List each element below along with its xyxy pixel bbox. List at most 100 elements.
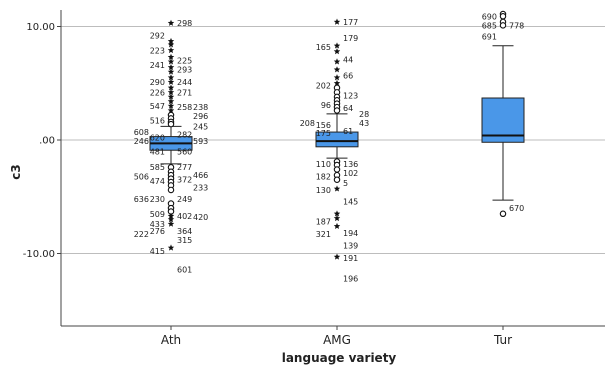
- outlier-label: 466: [193, 171, 208, 180]
- y-tick-label: 10.00: [26, 22, 55, 33]
- outlier-label: 593: [193, 137, 208, 146]
- outlier-label: 187: [316, 218, 331, 227]
- outlier-label: 298: [177, 19, 192, 28]
- outlier-label: 156: [316, 121, 331, 130]
- outlier-star-ath: [167, 244, 175, 251]
- outlier-label: 364: [177, 227, 192, 236]
- outlier-star-ath: [167, 98, 175, 105]
- outlier-star-ath: [167, 220, 175, 227]
- x-tick-label: AMG: [323, 333, 351, 347]
- outlier-label: 276: [150, 227, 165, 236]
- outlier-star-amg: [333, 222, 341, 230]
- outlier-label: 222: [134, 230, 149, 239]
- outlier-label: 547: [150, 102, 165, 111]
- x-tick-label: Ath: [161, 333, 181, 347]
- outlier-label: 691: [482, 33, 497, 42]
- outlier-circle-tur: [499, 13, 507, 20]
- outlier-label: 249: [177, 195, 192, 204]
- outlier-label: 5: [343, 179, 348, 188]
- outlier-circle-ath: [167, 186, 175, 194]
- outlier-star-ath: [167, 216, 175, 223]
- outlier-star-ath: [167, 88, 175, 96]
- outlier-label: 66: [343, 71, 353, 80]
- outlier-label: 509: [150, 210, 165, 219]
- outlier-star-ath: [167, 63, 175, 71]
- outlier-star-ath: [167, 46, 175, 54]
- outlier-star-amg: [333, 42, 341, 49]
- outlier-label: 585: [150, 163, 165, 172]
- outlier-label: 179: [343, 34, 358, 43]
- outlier-label: 516: [150, 117, 165, 126]
- outlier-star-amg: [333, 79, 341, 86]
- outlier-label: 233: [193, 184, 208, 193]
- outlier-label: 130: [316, 186, 331, 195]
- outlier-label: 28: [359, 110, 369, 119]
- outlier-label: 175: [316, 129, 331, 138]
- outlier-label: 191: [343, 254, 358, 263]
- outlier-star-amg: [333, 58, 341, 65]
- outlier-label: 139: [343, 242, 358, 251]
- outlier-label: 64: [343, 104, 353, 113]
- outlier-star-ath: [167, 102, 175, 109]
- outlier-label: 110: [316, 160, 331, 169]
- outlier-circle-amg: [333, 176, 341, 183]
- outlier-label: 136: [343, 160, 358, 169]
- axes: 10.00 .00 -10.00 Ath AMG Tur: [23, 10, 605, 347]
- outlier-label: 372: [177, 176, 192, 185]
- outlier-label: 282: [177, 130, 192, 139]
- outlier-star-ath: [167, 68, 175, 75]
- outlier-star-ath: [167, 41, 175, 48]
- outlier-markers: [167, 10, 507, 260]
- y-axis-title: c3: [9, 164, 23, 179]
- outlier-label: 433: [150, 220, 165, 229]
- outlier-label: 230: [150, 195, 165, 204]
- outlier-star-amg: [333, 253, 341, 260]
- outlier-label: 225: [177, 57, 192, 66]
- outlier-label: 420: [193, 213, 208, 222]
- outlier-label: 43: [359, 119, 369, 128]
- outlier-star-amg: [333, 214, 341, 222]
- outlier-label: 226: [150, 88, 165, 97]
- outlier-label: 560: [177, 147, 192, 156]
- outlier-label: 196: [343, 274, 358, 283]
- outlier-label: 177: [343, 18, 358, 27]
- outlier-label: 290: [150, 78, 165, 87]
- outlier-label: 685: [482, 21, 497, 30]
- outlier-label: 244: [177, 78, 192, 87]
- outlier-label: 481: [150, 147, 165, 156]
- outlier-label: 61: [343, 127, 353, 136]
- x-axis-title: language variety: [282, 351, 397, 365]
- outlier-label: 271: [177, 88, 192, 97]
- outlier-star-amg: [333, 18, 341, 25]
- outlier-circle-amg: [333, 166, 341, 173]
- outlier-star-amg: [333, 48, 341, 55]
- box-amg: [315, 131, 359, 148]
- outlier-star-ath: [167, 53, 175, 60]
- outlier-circle-ath: [167, 120, 175, 128]
- outlier-star-amg: [333, 185, 341, 192]
- outlier-label: 241: [150, 61, 165, 70]
- outlier-label: 165: [316, 43, 331, 52]
- outlier-label: 194: [343, 229, 358, 238]
- outlier-star-amg: [333, 74, 341, 81]
- boxes: [149, 45, 525, 201]
- outlier-star-amg: [333, 66, 341, 73]
- outlier-label: 608: [134, 128, 149, 137]
- outlier-label: 123: [343, 92, 358, 101]
- y-tick-label: .00: [39, 136, 55, 147]
- outlier-label: 415: [150, 247, 165, 256]
- outlier-label: 246: [134, 137, 149, 146]
- outlier-label: 245: [193, 122, 208, 131]
- outlier-label: 277: [177, 163, 192, 172]
- outlier-label: 296: [193, 112, 208, 121]
- outlier-star-ath: [167, 19, 175, 26]
- outlier-star-ath: [167, 78, 175, 85]
- outlier-circle-tur: [499, 22, 507, 29]
- outlier-star-amg: [333, 210, 341, 217]
- outlier-star-ath: [167, 37, 175, 45]
- outlier-star-ath: [167, 84, 175, 91]
- outlier-star-ath: [167, 212, 175, 219]
- outlier-label: 474: [150, 177, 165, 186]
